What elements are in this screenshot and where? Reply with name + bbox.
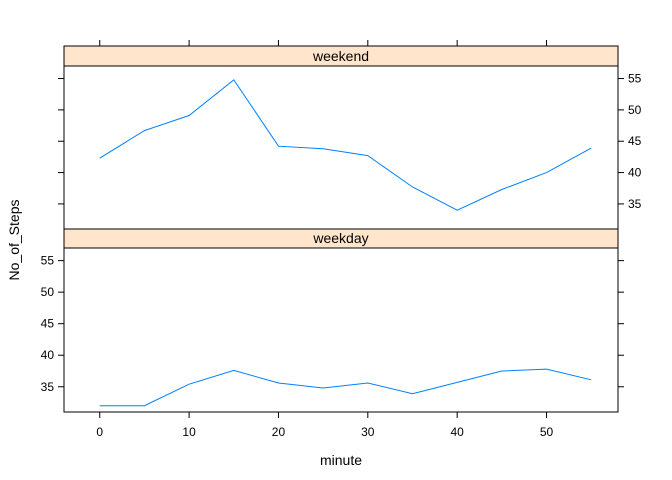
x-tick-label: 20 — [272, 425, 286, 439]
strip-label-weekend: weekend — [312, 48, 369, 64]
strip-label-weekday: weekday — [312, 230, 368, 246]
panel-frame-weekday — [63, 247, 619, 413]
x-tick-label: 30 — [361, 425, 375, 439]
y-tick-label: 45 — [41, 317, 55, 331]
y-tick-label: 40 — [628, 166, 642, 180]
panel-weekend: weekend 35 40 45 50 55 — [58, 45, 642, 230]
y-tick-label: 50 — [41, 285, 55, 299]
series-line-weekday — [99, 368, 592, 407]
y-tick-label: 35 — [628, 197, 642, 211]
y-tick-label: 40 — [41, 348, 55, 362]
series-line-weekend — [99, 79, 592, 211]
x-tick-label: 0 — [96, 425, 103, 439]
y-tick-label: 55 — [41, 254, 55, 268]
y-tick-label: 55 — [628, 72, 642, 86]
x-tick-label: 40 — [450, 425, 464, 439]
y-axis-title: No_of_Steps — [6, 200, 22, 281]
x-tick-label: 50 — [540, 425, 554, 439]
panel-frame-weekend — [63, 65, 619, 230]
x-tick-label: 10 — [182, 425, 196, 439]
y-tick-label: 35 — [41, 380, 55, 394]
x-axis-title: minute — [320, 452, 362, 468]
y-tick-label: 50 — [628, 103, 642, 117]
panel-weekday: weekday 35 40 45 50 55 — [41, 228, 624, 413]
y-tick-label: 45 — [628, 134, 642, 148]
